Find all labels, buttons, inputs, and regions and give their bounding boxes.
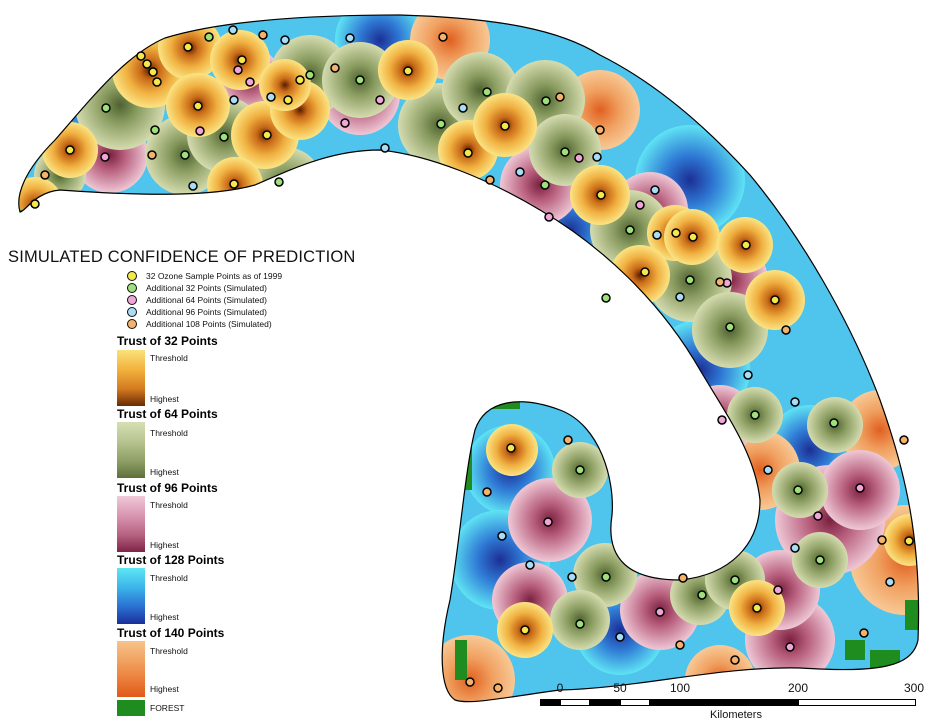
trust-140-ramp [117,641,145,697]
trust-32-highest: Highest [150,394,179,404]
points-orange [40,30,909,693]
forest-swatch [117,700,145,716]
points-pink [100,65,865,652]
trust-140-highest: Highest [150,684,179,694]
trust-32-ramp [117,350,145,406]
scale-tick-label: 300 [903,681,925,695]
trust-64-threshold: Threshold [150,428,188,438]
legend-point-label: Additional 32 Points (Simulated) [146,282,267,293]
yellow-dot-icon [127,270,137,281]
trust-140-title: Trust of 140 Points [117,626,225,640]
scale-segment [590,699,620,706]
scale-segment [540,699,560,706]
scale-tick-label: 0 [556,681,564,695]
trust-128-title: Trust of 128 Points [117,553,225,567]
legend-point-row: 32 Ozone Sample Points as of 1999 [127,270,282,281]
green-dot-icon [127,282,137,293]
trust-128-ramp [117,568,145,624]
scale-bar: 0 50 100 200 300 Kilometers [540,681,924,721]
scale-segment [560,699,590,706]
trust-140-threshold: Threshold [150,646,188,656]
points-yellow [30,42,914,635]
sample-points [30,25,914,693]
legend-point-row: Additional 32 Points (Simulated) [127,282,267,293]
legend-point-row: Additional 64 Points (Simulated) [127,294,267,305]
scale-tick-label: 100 [669,681,691,695]
scale-tick-label: 200 [787,681,809,695]
pink-dot-icon [127,294,137,305]
scale-units: Kilometers [710,709,762,721]
legend-point-label: 32 Ozone Sample Points as of 1999 [146,270,283,281]
trust-96-title: Trust of 96 Points [117,481,218,495]
legend-point-label: Additional 64 Points (Simulated) [146,294,267,305]
trust-96-ramp [117,496,145,552]
trust-64-title: Trust of 64 Points [117,407,218,421]
scale-segment [680,699,798,706]
legend-point-row: Additional 108 Points (Simulated) [127,318,272,329]
scale-tick-label: 50 [613,681,627,695]
scale-segment [620,699,650,706]
forest-label: FOREST [150,703,185,713]
trust-96-highest: Highest [150,540,179,550]
trust-32-threshold: Threshold [150,353,188,363]
trust-64-highest: Highest [150,467,179,477]
legend-point-label: Additional 108 Points (Simulated) [146,318,272,329]
legend-title: SIMULATED CONFIDENCE OF PREDICTION [8,248,356,266]
points-green [101,32,839,629]
trust-64-ramp [117,422,145,478]
legend-point-label: Additional 96 Points (Simulated) [146,306,267,317]
trust-96-threshold: Threshold [150,500,188,510]
points-blue [188,25,895,642]
scale-segment [798,699,916,706]
orange-dot-icon [127,318,137,329]
scale-segment [650,699,680,706]
blue-dot-icon [127,306,137,317]
trust-128-highest: Highest [150,612,179,622]
legend-point-row: Additional 96 Points (Simulated) [127,306,267,317]
trust-128-threshold: Threshold [150,573,188,583]
trust-32-title: Trust of 32 Points [117,334,218,348]
